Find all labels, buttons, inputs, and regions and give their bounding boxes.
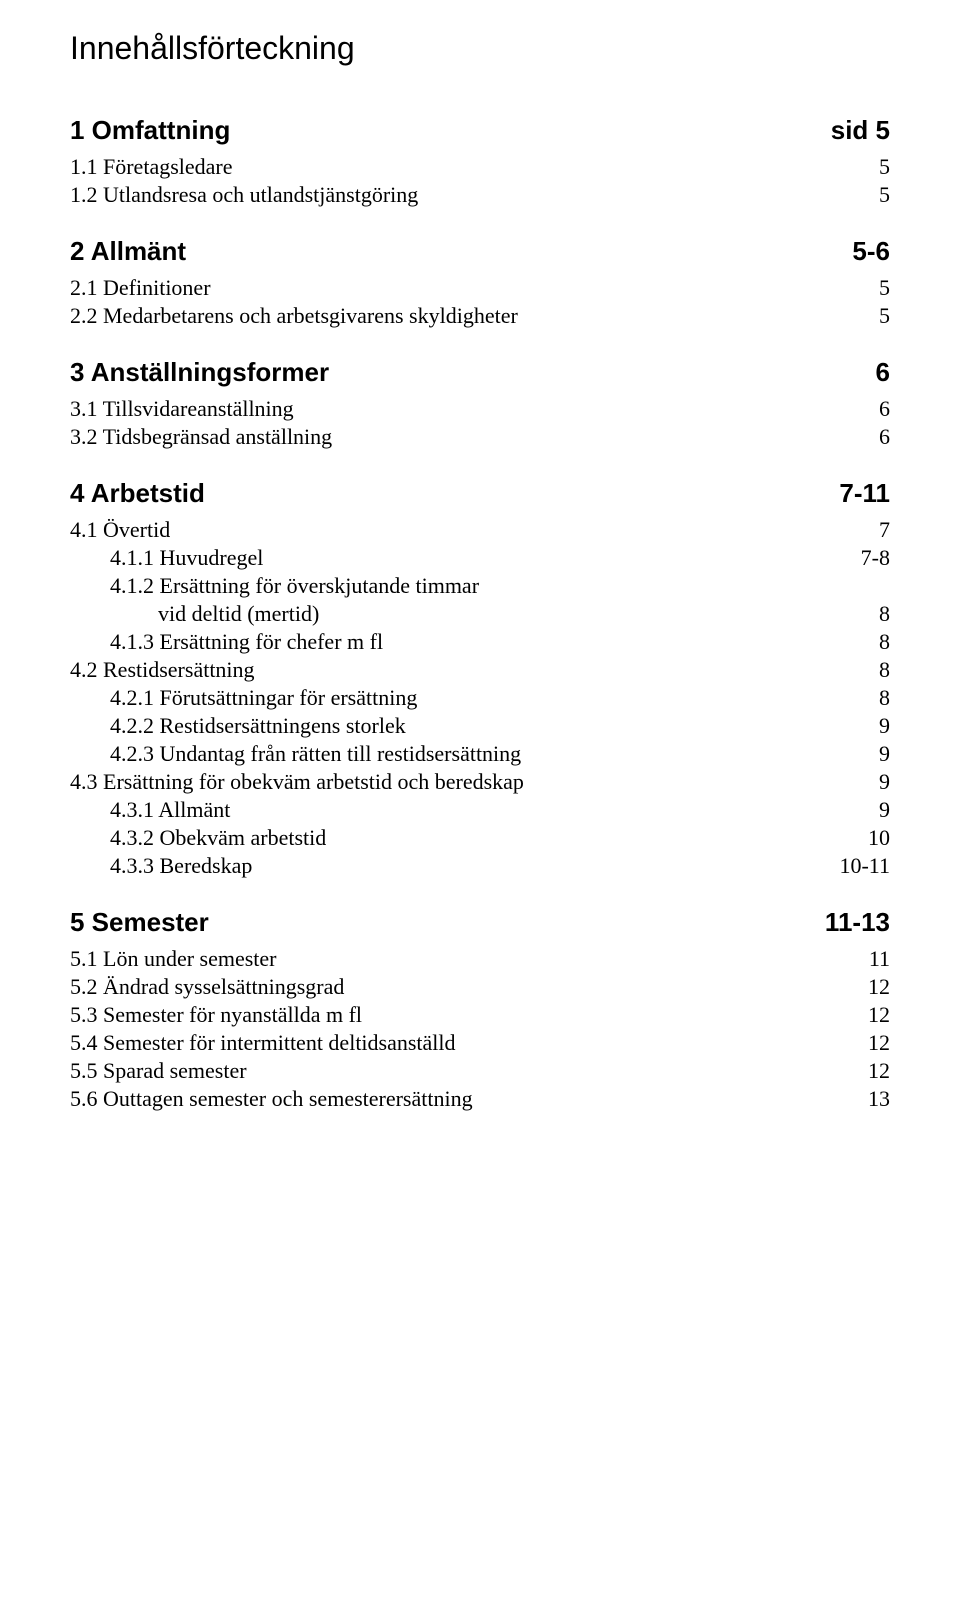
- toc-page: 8: [879, 685, 890, 711]
- toc-label: 2.2 Medarbetarens och arbetsgivarens sky…: [70, 303, 538, 329]
- toc-label: 3 Anställningsformer: [70, 357, 349, 388]
- toc-page: 9: [879, 797, 890, 823]
- toc-section-4: 4 Arbetstid 7-11: [70, 478, 890, 509]
- toc-section-3: 3 Anställningsformer 6: [70, 357, 890, 388]
- toc-page: 5: [879, 182, 890, 208]
- toc-label: 4.1.3 Ersättning för chefer m fl: [110, 629, 403, 655]
- toc-page: 5: [879, 303, 890, 329]
- toc-label: 5.1 Lön under semester: [70, 946, 297, 972]
- toc-label: 5.4 Semester för intermittent deltidsans…: [70, 1030, 476, 1056]
- toc-page: 10: [868, 825, 890, 851]
- toc-label: 4.3.2 Obekväm arbetstid: [110, 825, 346, 851]
- toc-item-4-3: 4.3 Ersättning för obekväm arbetstid och…: [70, 769, 890, 795]
- toc-item-5-1: 5.1 Lön under semester 11: [70, 946, 890, 972]
- toc-label: 4.2.2 Restidsersättningens storlek: [110, 713, 426, 739]
- toc-item-4-2-2: 4.2.2 Restidsersättningens storlek 9: [70, 713, 890, 739]
- toc-item-4-2: 4.2 Restidsersättning 8: [70, 657, 890, 683]
- toc-label: vid deltid (mertid): [158, 601, 339, 627]
- toc-item-4-1-1: 4.1.1 Huvudregel 7-8: [70, 545, 890, 571]
- toc-label: 4.1 Övertid: [70, 517, 190, 543]
- toc-item-5-5: 5.5 Sparad semester 12: [70, 1058, 890, 1084]
- toc-item-5-4: 5.4 Semester för intermittent deltidsans…: [70, 1030, 890, 1056]
- toc-page: 5: [879, 275, 890, 301]
- toc-item-4-1-3: 4.1.3 Ersättning för chefer m fl 8: [70, 629, 890, 655]
- toc-item-3-1: 3.1 Tillsvidareanställning 6: [70, 396, 890, 422]
- toc-item-4-1: 4.1 Övertid 7: [70, 517, 890, 543]
- toc-page: 6: [876, 357, 890, 388]
- toc-item-4-1-2-line2: vid deltid (mertid) 8: [70, 601, 890, 627]
- toc-item-4-3-3: 4.3.3 Beredskap 10-11: [70, 853, 890, 879]
- toc-page: 9: [879, 741, 890, 767]
- toc-label: 4.1.2 Ersättning för överskjutande timma…: [110, 573, 499, 599]
- toc-page: 7-8: [861, 545, 890, 571]
- toc-page: 11-13: [825, 907, 890, 938]
- toc-label: 4.3 Ersättning för obekväm arbetstid och…: [70, 769, 544, 795]
- toc-label: 4.1.1 Huvudregel: [110, 545, 283, 571]
- toc-section-5: 5 Semester 11-13: [70, 907, 890, 938]
- toc-item-4-3-2: 4.3.2 Obekväm arbetstid 10: [70, 825, 890, 851]
- toc-page: 6: [879, 396, 890, 422]
- toc-item-4-2-3: 4.2.3 Undantag från rätten till restidse…: [70, 741, 890, 767]
- toc-page: 8: [879, 629, 890, 655]
- toc-item-3-2: 3.2 Tidsbegränsad anställning 6: [70, 424, 890, 450]
- toc-item-2-2: 2.2 Medarbetarens och arbetsgivarens sky…: [70, 303, 890, 329]
- toc-label: 4.2 Restidsersättning: [70, 657, 275, 683]
- toc-page: 12: [868, 1002, 890, 1028]
- toc-page: 7: [879, 517, 890, 543]
- toc-label: 4.3.1 Allmänt: [110, 797, 250, 823]
- toc-page: 12: [868, 1030, 890, 1056]
- toc-label: 1 Omfattning: [70, 115, 250, 146]
- toc-section-2: 2 Allmänt 5-6: [70, 236, 890, 267]
- toc-label: 3.2 Tidsbegränsad anställning: [70, 424, 352, 450]
- toc-label: 1.2 Utlandsresa och utlandstjänstgöring: [70, 182, 438, 208]
- toc-page: 6: [879, 424, 890, 450]
- toc-page: 9: [879, 713, 890, 739]
- toc-item-1-1: 1.1 Företagsledare 5: [70, 154, 890, 180]
- toc-page: 12: [868, 974, 890, 1000]
- toc-page: 10-11: [839, 853, 890, 879]
- toc-label: 2.1 Definitioner: [70, 275, 231, 301]
- toc-label: 5.2 Ändrad sysselsättningsgrad: [70, 974, 364, 1000]
- toc-label: 2 Allmänt: [70, 236, 206, 267]
- toc-label: 5.5 Sparad semester: [70, 1058, 267, 1084]
- toc-item-4-2-1: 4.2.1 Förutsättningar för ersättning 8: [70, 685, 890, 711]
- toc-label: 4.2.1 Förutsättningar för ersättning: [110, 685, 437, 711]
- toc-label: 5.6 Outtagen semester och semesterersätt…: [70, 1086, 493, 1112]
- toc-item-5-3: 5.3 Semester för nyanställda m fl 12: [70, 1002, 890, 1028]
- toc-page: 7-11: [839, 478, 890, 509]
- toc-page: 12: [868, 1058, 890, 1084]
- toc-item-2-1: 2.1 Definitioner 5: [70, 275, 890, 301]
- toc-page: 11: [869, 946, 890, 972]
- toc-label: 3.1 Tillsvidareanställning: [70, 396, 314, 422]
- toc-label: 5 Semester: [70, 907, 229, 938]
- toc-page: sid 5: [831, 115, 890, 146]
- toc-page: 8: [879, 601, 890, 627]
- toc-page: 13: [868, 1086, 890, 1112]
- toc-label: 4 Arbetstid: [70, 478, 225, 509]
- toc-label: 5.3 Semester för nyanställda m fl: [70, 1002, 382, 1028]
- toc-item-4-3-1: 4.3.1 Allmänt 9: [70, 797, 890, 823]
- toc-item-4-1-2-line1: 4.1.2 Ersättning för överskjutande timma…: [70, 573, 890, 599]
- toc-section-1: 1 Omfattning sid 5: [70, 115, 890, 146]
- page-title: Innehållsförteckning: [70, 30, 890, 67]
- toc-page: 5-6: [852, 236, 890, 267]
- toc-label: 4.2.3 Undantag från rätten till restidse…: [110, 741, 541, 767]
- toc-item-5-6: 5.6 Outtagen semester och semesterersätt…: [70, 1086, 890, 1112]
- toc-item-1-2: 1.2 Utlandsresa och utlandstjänstgöring …: [70, 182, 890, 208]
- toc-page: 9: [879, 769, 890, 795]
- toc-label: 1.1 Företagsledare: [70, 154, 253, 180]
- toc-label: 4.3.3 Beredskap: [110, 853, 272, 879]
- toc-page: 5: [879, 154, 890, 180]
- toc-page: 8: [879, 657, 890, 683]
- toc-item-5-2: 5.2 Ändrad sysselsättningsgrad 12: [70, 974, 890, 1000]
